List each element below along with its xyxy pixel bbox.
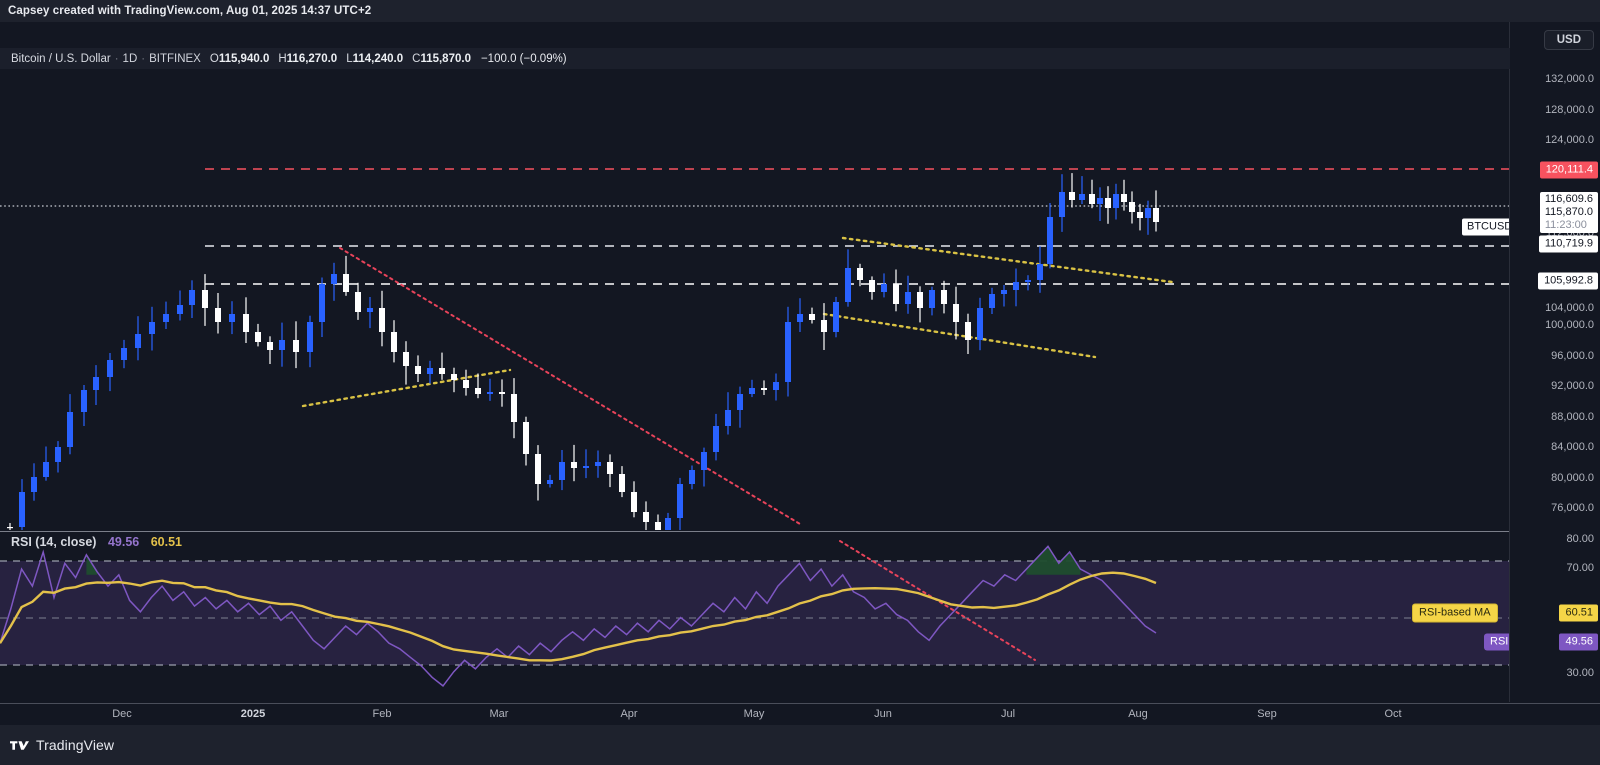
time-label-2025: 2025 xyxy=(240,708,266,720)
price-pane[interactable] xyxy=(0,22,1510,530)
series-tag-btcusd: BTCUSD xyxy=(1462,218,1518,236)
time-label-may: May xyxy=(743,708,765,720)
rsi-band-fill xyxy=(0,561,1510,665)
watermark-text: Capsey created with TradingView.com, Aug… xyxy=(8,5,372,17)
chart-frame: Bitcoin / U.S. Dollar · 1D · BITFINEX O1… xyxy=(0,22,1600,726)
legend-close-value: 115,870.0 xyxy=(420,52,471,65)
price-tag-resistance: 120,111.4 xyxy=(1539,161,1598,179)
rsi-trendline-red xyxy=(839,540,1036,661)
watermark-bar: Capsey created with TradingView.com, Aug… xyxy=(0,0,1600,22)
trendline-ascending-yellow xyxy=(301,368,512,408)
trendline-channel-lower-yellow xyxy=(822,312,1097,359)
time-label-jun: Jun xyxy=(874,708,892,720)
price-tick-76000: 76,000.0 xyxy=(1551,502,1594,514)
rsi-scale-tag-rsi: 49.56 xyxy=(1559,633,1598,651)
price-tick-132000: 132,000.0 xyxy=(1545,73,1594,85)
series-tag-label: BTCUSD xyxy=(1467,220,1513,233)
time-label-jul: Jul xyxy=(1000,708,1016,720)
trendline-descending-red xyxy=(339,247,801,525)
legend-sep-1: · xyxy=(114,52,119,65)
rsi-scale-tag-ma: 60.51 xyxy=(1559,604,1598,622)
legend-low-value: 114,240.0 xyxy=(352,52,404,65)
legend-sep-2: · xyxy=(141,52,146,65)
rsi-pane[interactable] xyxy=(0,531,1510,703)
rsi-plot xyxy=(0,540,1510,687)
legend-high-key: H xyxy=(278,52,287,65)
price-scale[interactable]: USD 132,000.0 128,000.0 124,000.0 112,00… xyxy=(1509,22,1600,702)
rsi-legend[interactable]: RSI (14, close) 49.56 60.51 xyxy=(11,535,182,549)
price-tag-105992: 105,992.8 xyxy=(1538,272,1598,290)
price-tag-110719: 110,719.9 xyxy=(1538,235,1598,253)
trendline-channel-upper-yellow xyxy=(841,236,1174,284)
price-tag-last-block: 116,609.6 115,870.0 11:23:00 xyxy=(1539,192,1598,233)
tradingview-logo-text: TradingView xyxy=(36,737,115,753)
rsi-tick-30: 30.00 xyxy=(1566,667,1594,679)
rsi-ma-tag: RSI-based MA xyxy=(1412,603,1498,623)
rsi-tick-80: 80.00 xyxy=(1566,533,1594,545)
rsi-tick-70: 70.00 xyxy=(1566,562,1594,574)
price-tick-104000: 104,000.0 xyxy=(1545,302,1594,314)
price-tag-last-high: 116,609.6 xyxy=(1544,193,1593,205)
rsi-ma-line xyxy=(0,571,1157,662)
rsi-legend-title[interactable]: RSI (14, close) xyxy=(11,535,97,549)
currency-button[interactable]: USD xyxy=(1543,30,1594,50)
time-label-apr: Apr xyxy=(620,708,638,720)
legend-interval[interactable]: 1D xyxy=(122,52,138,65)
price-tag-last-price: 115,870.0 xyxy=(1544,206,1593,218)
price-tick-80000: 80,000.0 xyxy=(1551,472,1594,484)
rsi-tag-label: RSI xyxy=(1490,635,1509,648)
legend-open: O115,940.0 xyxy=(210,53,269,65)
legend-high: H116,270.0 xyxy=(278,53,337,65)
price-tick-124000: 124,000.0 xyxy=(1545,134,1594,146)
price-tick-100000: 100,000.0 xyxy=(1545,319,1594,331)
footer-bar: TradingView xyxy=(0,725,1600,765)
legend-change: −100.0 (−0.09%) xyxy=(480,52,567,65)
legend-symbol[interactable]: Bitcoin / U.S. Dollar xyxy=(11,52,111,65)
time-label-dec: Dec xyxy=(112,708,132,720)
legend-low: L114,240.0 xyxy=(346,53,403,65)
price-plot xyxy=(0,168,1510,530)
time-label-oct: Oct xyxy=(1384,708,1402,720)
legend-open-value: 115,940.0 xyxy=(218,52,270,65)
rsi-line xyxy=(0,545,1157,687)
price-tag-last-time: 11:23:00 xyxy=(1544,219,1587,231)
price-tick-92000: 92,000.0 xyxy=(1551,380,1594,392)
time-label-mar: Mar xyxy=(489,708,509,720)
candlestick-series xyxy=(7,173,1159,530)
rsi-legend-ma-value: 60.51 xyxy=(150,535,182,549)
legend-close-key: C xyxy=(412,52,421,65)
legend-close: C115,870.0 xyxy=(412,53,471,65)
tradingview-logo[interactable]: TradingView xyxy=(0,737,114,753)
time-axis[interactable]: Dec 2025 Feb Mar Apr May Jun Jul Aug Sep… xyxy=(0,703,1600,726)
rsi-legend-value: 49.56 xyxy=(107,535,140,549)
legend-exchange[interactable]: BITFINEX xyxy=(149,52,201,65)
time-label-sep: Sep xyxy=(1257,708,1277,720)
legend-open-key: O xyxy=(209,52,219,65)
legend-low-key: L xyxy=(346,52,353,65)
price-tick-128000: 128,000.0 xyxy=(1545,104,1594,116)
price-tick-96000: 96,000.0 xyxy=(1551,350,1594,362)
price-tick-88000: 88,000.0 xyxy=(1551,411,1594,423)
chart-legend[interactable]: Bitcoin / U.S. Dollar · 1D · BITFINEX O1… xyxy=(0,48,1510,69)
time-label-feb: Feb xyxy=(372,708,392,720)
rsi-tag: RSI xyxy=(1484,633,1515,651)
legend-high-value: 116,270.0 xyxy=(286,52,338,65)
time-label-aug: Aug xyxy=(1128,708,1148,720)
rsi-ma-tag-label: RSI-based MA xyxy=(1419,606,1491,619)
price-tick-84000: 84,000.0 xyxy=(1551,441,1594,453)
tradingview-logo-icon xyxy=(10,740,29,750)
